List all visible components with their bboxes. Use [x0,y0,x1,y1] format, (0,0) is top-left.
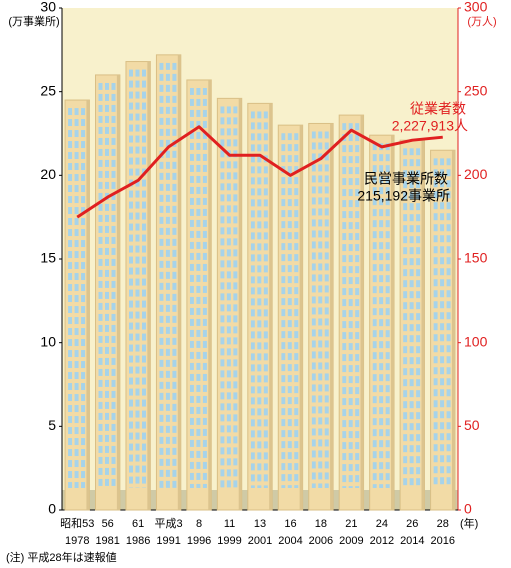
bar-windows [159,62,178,488]
bar-windows [372,143,392,488]
bar-windows [250,111,270,488]
bar-side [238,98,242,511]
y2-unit: (万人) [467,15,496,28]
x-tick-label: 1991 [156,535,180,547]
line-value-label: 2,227,913人 [392,118,468,134]
bar-windows [128,69,148,489]
y2-tick-label: 250 [464,82,488,98]
bar-windows [68,108,87,489]
bar-windows [220,106,239,489]
y-unit: (万事業所) [8,15,59,28]
x-tick-label: 2016 [431,535,455,547]
x-era-label: 24 [376,518,388,530]
x-tick-label: 1978 [65,535,89,547]
bar-side [116,74,120,510]
bar-side [451,150,455,510]
y2-tick-label: 0 [464,501,472,517]
x-era-label: 11 [224,518,235,530]
bar-value-label: 215,192事業所 [357,188,450,204]
bar-windows [98,82,117,488]
y-tick-label: 25 [40,82,56,98]
x-era-label: 昭和53 [60,517,94,530]
x-tick-label: 1981 [95,535,119,547]
bar-side [208,79,212,510]
x-era-label: 26 [406,518,418,530]
x-era-label: 21 [345,518,357,530]
bar-side [86,100,90,511]
bar-side [391,135,395,510]
x-era-label: 8 [196,518,202,530]
x-tick-label: 2001 [248,535,272,547]
bar-side [299,125,303,510]
x-unit: (年) [460,516,478,530]
y-tick-label: 0 [48,501,56,517]
bar-windows [342,123,361,489]
bar-windows [311,131,331,488]
y2-tick-label: 300 [464,0,488,15]
bar-windows [403,148,422,488]
x-era-label: 18 [315,518,327,530]
x-tick-label: 2006 [309,535,333,547]
x-era-label: 56 [102,518,114,530]
bar-windows [281,133,300,488]
x-tick-label: 1996 [187,535,211,547]
bar-side [421,140,425,510]
bar-side [360,115,364,511]
x-tick-label: 1986 [126,535,150,547]
x-tick-label: 2012 [370,535,394,547]
bar-side [147,61,151,511]
x-era-label: 13 [254,518,266,530]
bar-side [269,103,273,510]
bar-windows [189,87,209,488]
x-tick-label: 2014 [400,535,424,547]
x-era-label: 16 [284,518,296,530]
x-tick-label: 1999 [217,535,241,547]
line-name: 従業者数 [410,101,466,117]
y-tick-label: 5 [48,417,56,433]
bar-windows [433,158,452,488]
note: (注) 平成28年は速報値 [6,550,117,564]
bar-side [177,54,181,510]
y-tick-label: 20 [40,166,56,182]
line [76,125,443,219]
bar-side [330,123,334,511]
bar-name: 民営事業所数 [364,171,448,187]
y-tick-label: 15 [40,250,56,266]
y2-tick-label: 200 [464,166,488,182]
x-tick-label: 2004 [278,535,302,547]
x-era-label: 61 [132,518,144,530]
y2-tick-label: 150 [464,250,488,266]
x-era-label: 28 [437,518,449,530]
x-tick-label: 2009 [339,535,363,547]
x-era-label: 平成3 [155,517,183,530]
y2-tick-label: 50 [464,417,480,433]
y-tick-label: 30 [40,0,56,15]
y-tick-label: 10 [40,333,56,349]
y2-tick-label: 100 [464,333,488,349]
